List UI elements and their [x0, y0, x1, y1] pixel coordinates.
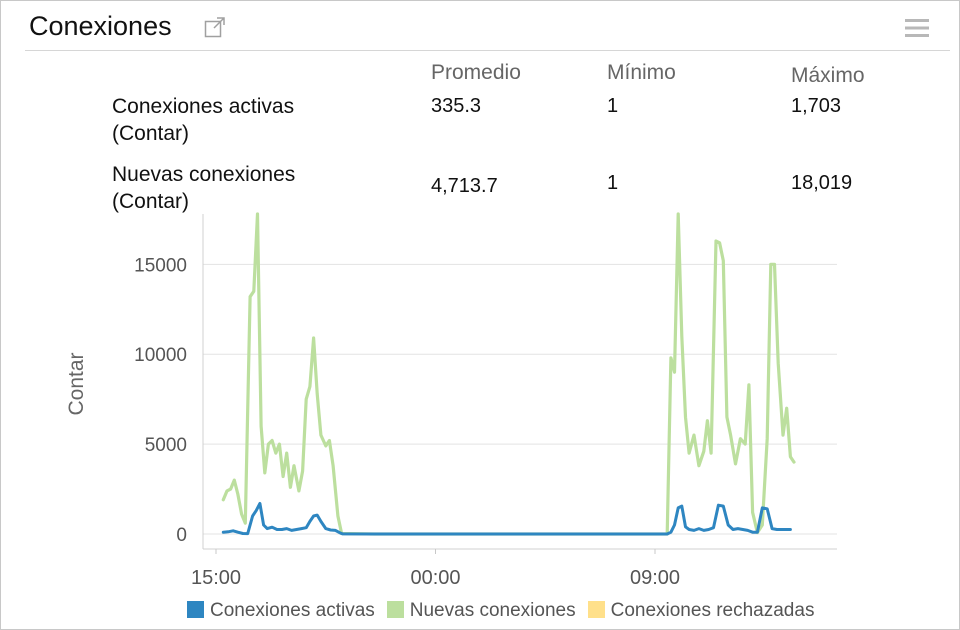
legend-item[interactable]: Conexiones activas: [187, 600, 375, 622]
stat-label-active: Conexiones activas (Contar): [112, 93, 352, 147]
legend-item[interactable]: Nuevas conexiones: [386, 600, 576, 622]
legend-swatch: [386, 601, 404, 618]
stat-avg-new: 4,713.7: [431, 175, 498, 197]
y-tick-label: 10000: [134, 345, 187, 366]
x-tick-label: 00:00: [410, 567, 460, 589]
min-header: Mínimo: [607, 61, 676, 84]
legend-label: Conexiones rechazadas: [610, 600, 815, 621]
panel-title: Conexiones: [29, 11, 172, 41]
connections-line-chart: 0 5000 10000 15000 15:00 00:00 09:00 Contar: [65, 212, 837, 589]
series-line-active: [221, 501, 792, 536]
y-tick-label: 15000: [134, 255, 187, 276]
stat-label-new: Nuevas conexiones (Contar): [112, 161, 352, 215]
legend-label: Nuevas conexiones: [409, 600, 576, 621]
legend-label: Conexiones activas: [210, 600, 375, 621]
y-axis-label: Contar: [65, 352, 88, 415]
series-line-new: [221, 212, 796, 536]
max-header: Máximo: [791, 64, 865, 87]
legend-item[interactable]: Conexiones rechazadas: [587, 600, 815, 622]
avg-header: Promedio: [431, 61, 521, 84]
header-divider: [25, 50, 950, 51]
legend-swatch: [187, 601, 204, 618]
stat-max-active: 1,703: [791, 95, 842, 117]
y-tick-label: 5000: [145, 435, 187, 456]
x-tick-label: 15:00: [191, 567, 241, 589]
stat-label-line: (Contar): [112, 190, 190, 213]
x-tick-label: 09:00: [630, 567, 680, 589]
y-tick-label: 0: [176, 525, 187, 546]
external-link-icon[interactable]: [204, 16, 226, 38]
axis-layer: 0 5000 10000 15000 15:00 00:00 09:00: [134, 214, 837, 589]
chart-legend: Conexiones activas Nuevas conexiones Conex…: [187, 600, 826, 624]
hamburger-menu-icon[interactable]: [905, 18, 929, 38]
legend-swatch: [587, 601, 605, 618]
stat-label-line: Nuevas conexiones: [112, 163, 296, 186]
stat-max-new: 18,019: [791, 172, 853, 194]
stat-min-active: 1: [607, 95, 619, 117]
series-layer: [221, 212, 796, 536]
panel-header: Conexiones: [1, 1, 959, 51]
stat-label-line: Conexiones activas: [112, 95, 295, 118]
grid-layer: [203, 263, 837, 535]
stat-label-line: (Contar): [112, 122, 190, 145]
stat-avg-active: 335.3: [431, 95, 482, 117]
stat-min-new: 1: [607, 172, 619, 194]
